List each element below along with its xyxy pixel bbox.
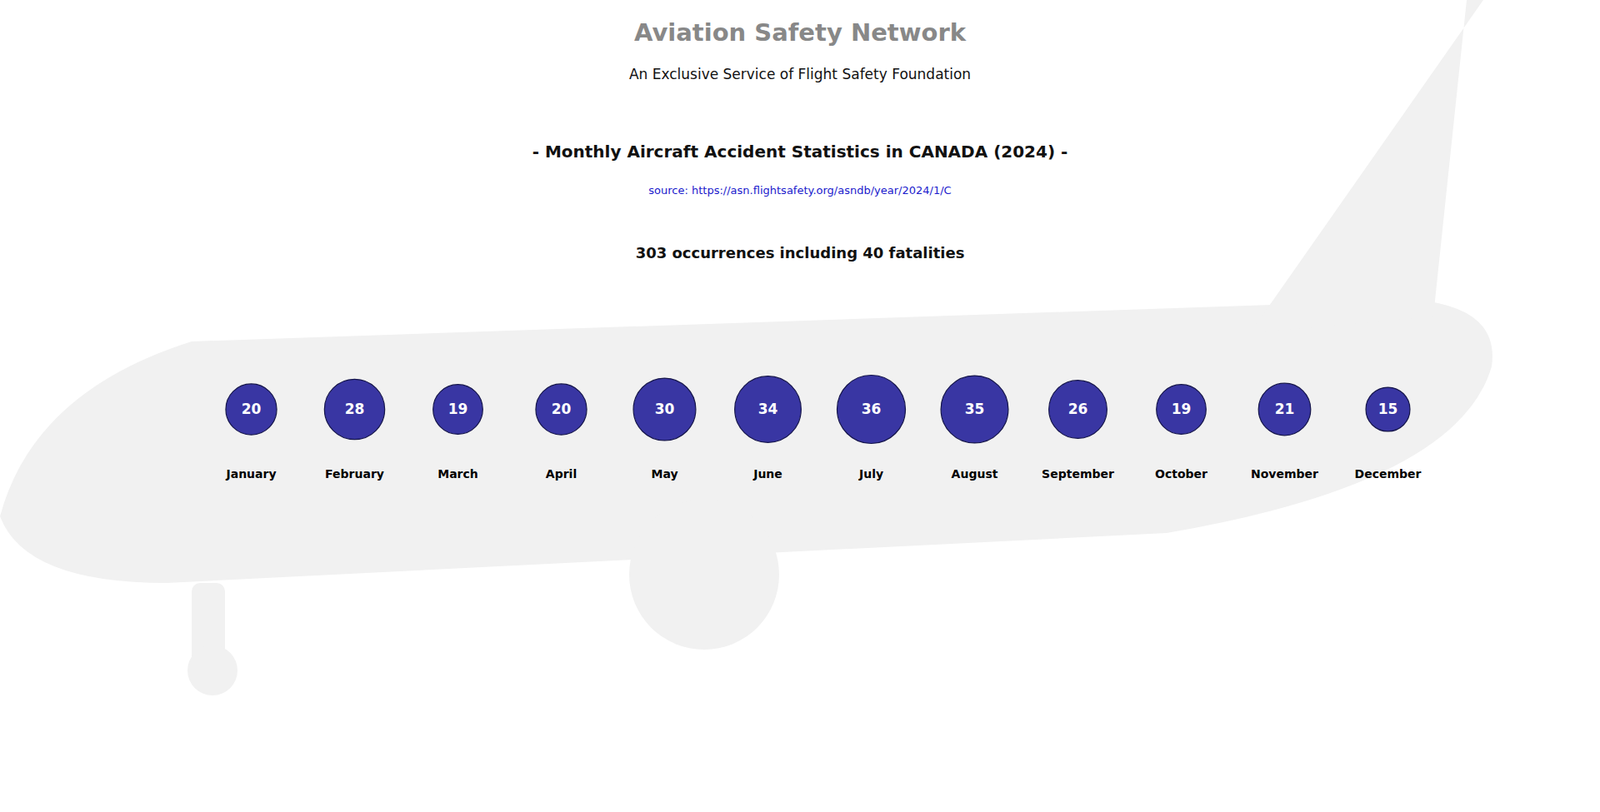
html-text:source: https://asn.flightsafe: source: https://asn.flightsafety.org/asn… bbox=[648, 184, 952, 197]
svg-text:30: 30 bbox=[655, 400, 675, 418]
svg-text:October: October bbox=[1155, 467, 1208, 481]
svg-text:January: January bbox=[225, 467, 276, 481]
svg-text:May: May bbox=[650, 467, 678, 481]
html-text:- Monthly Aircraft Accident St: - Monthly Aircraft Accident Statistics i… bbox=[532, 141, 1068, 162]
svg-text:June: June bbox=[752, 467, 783, 481]
svg-text:36: 36 bbox=[861, 400, 882, 418]
svg-text:26: 26 bbox=[1068, 400, 1089, 418]
svg-text:20: 20 bbox=[241, 400, 262, 418]
svg-text:February: February bbox=[325, 467, 385, 481]
svg-text:19: 19 bbox=[448, 400, 469, 418]
html-text:Aviation Safety Network: Aviation Safety Network bbox=[634, 18, 966, 47]
svg-text:15: 15 bbox=[1378, 400, 1399, 418]
svg-text:November: November bbox=[1250, 467, 1319, 481]
svg-text:28: 28 bbox=[345, 400, 365, 418]
svg-text:35: 35 bbox=[965, 400, 985, 418]
svg-text:19: 19 bbox=[1171, 400, 1192, 418]
svg-text:December: December bbox=[1355, 467, 1422, 481]
html-text:An Exclusive Service of Flight: An Exclusive Service of Flight Safety Fo… bbox=[629, 65, 971, 83]
svg-text:20: 20 bbox=[551, 400, 572, 418]
svg-text:34: 34 bbox=[758, 400, 779, 418]
svg-text:July: July bbox=[858, 467, 884, 481]
html-text:303 occurrences including 40 f: 303 occurrences including 40 fatalities bbox=[635, 244, 965, 262]
svg-text:April: April bbox=[545, 467, 577, 481]
svg-text:August: August bbox=[951, 467, 999, 481]
svg-text:21: 21 bbox=[1275, 400, 1295, 418]
svg-text:September: September bbox=[1041, 467, 1115, 481]
svg-text:March: March bbox=[437, 467, 479, 481]
